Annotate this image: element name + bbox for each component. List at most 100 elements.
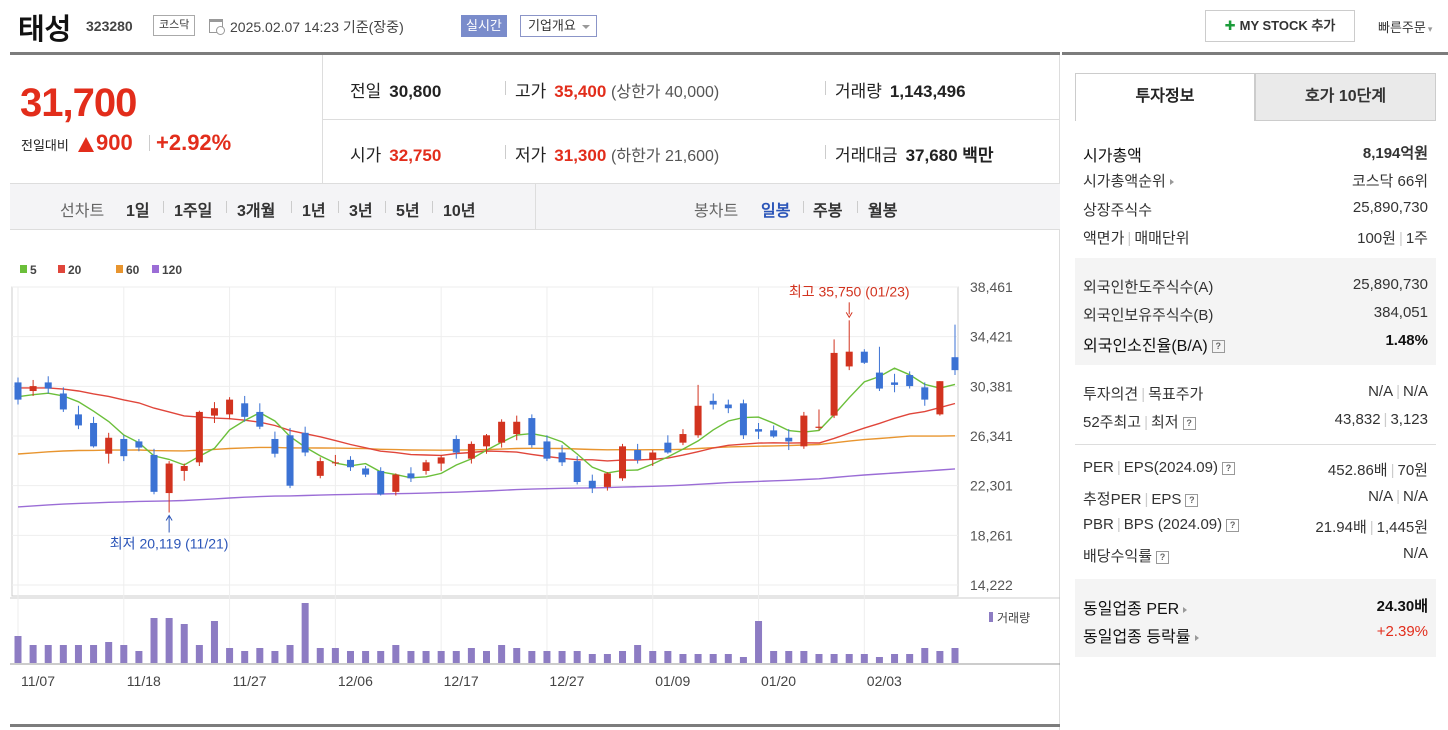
candle-body [241, 403, 249, 417]
divider [291, 201, 292, 213]
volume-bar [377, 651, 385, 663]
foreign-limit-label: 외국인한도주식수(A) [1083, 279, 1214, 296]
volume-bar [256, 648, 264, 663]
period-3m[interactable]: 3개월 [237, 203, 276, 220]
volume-bar [437, 651, 445, 663]
candle-weekly[interactable]: 주봉 [813, 203, 843, 220]
volume-label: 거래량 [835, 82, 882, 101]
volume-bar [921, 648, 929, 663]
industry-per-row: 동일업종 PER 24.30배 [1083, 592, 1428, 618]
candle-body [543, 441, 551, 459]
volume-bar [558, 651, 566, 663]
eper-labels: 추정PER | EPS? [1083, 488, 1199, 509]
eps-label: EPS(2024.09) [1123, 459, 1218, 476]
candle-body [301, 432, 309, 453]
candle-body [724, 404, 732, 409]
volume-bar [165, 618, 173, 663]
tab-invest-info[interactable]: 투자정보 [1075, 73, 1255, 121]
pbr-row: PBR | BPS (2024.09)? 21.94배 | 1,445원 [1083, 513, 1428, 539]
pbr-labels: PBR | BPS (2024.09)? [1083, 516, 1240, 533]
mystock-label: MY STOCK 추가 [1239, 18, 1336, 33]
low-annotation: 최저 20,119 (11/21) [110, 536, 229, 552]
candle-daily[interactable]: 일봉 [761, 203, 791, 220]
volume-value: 1,143,496 [889, 82, 966, 101]
candle-body [346, 459, 354, 468]
candle-body [210, 408, 218, 416]
candle-body [392, 474, 400, 492]
period-1y[interactable]: 1년 [302, 203, 326, 220]
help-icon[interactable]: ? [1226, 518, 1240, 532]
help-icon[interactable]: ? [1185, 493, 1199, 507]
divider [505, 81, 506, 95]
divider [338, 201, 339, 213]
cap-rank-link[interactable]: 시가총액순위 [1083, 170, 1174, 191]
x-tick-label: 12/27 [549, 673, 584, 689]
volume-bar [150, 618, 158, 663]
help-icon[interactable]: ? [1221, 461, 1235, 475]
volume-bar [664, 651, 672, 663]
realtime-button[interactable]: 실시간 [461, 15, 507, 37]
tab-orderbook[interactable]: 호가 10단계 [1255, 73, 1436, 121]
calendar-clock-icon [209, 19, 225, 35]
industry-per-value: 24.30배 [1376, 598, 1428, 615]
legend-label: 60 [126, 263, 140, 277]
volume-bar [362, 651, 370, 663]
candle-body [226, 399, 234, 415]
period-1w[interactable]: 1주일 [174, 203, 213, 220]
candle-body [44, 382, 52, 389]
eeps-label: EPS [1151, 491, 1182, 508]
unit-label: 매매단위 [1134, 230, 1190, 247]
divider [226, 201, 227, 213]
x-tick-label: 11/18 [127, 673, 161, 689]
candle-body [437, 457, 445, 464]
trade-value-amount: 37,680 [905, 146, 958, 165]
par-labels: 액면가 | 매매단위 [1083, 230, 1190, 247]
invest-info-panel: 투자정보 호가 10단계 시가총액 8,194억원 시가총액순위 코스닥 66위… [1062, 55, 1448, 730]
period-5y[interactable]: 5년 [396, 203, 420, 220]
industry-rate-link[interactable]: 동일업종 등락률 [1083, 623, 1199, 647]
help-icon[interactable]: ? [1182, 416, 1196, 430]
x-tick-label: 12/17 [444, 673, 479, 689]
y-tick-label: 18,261 [970, 527, 1013, 543]
high-annotation: 최고 35,750 (01/23) [789, 283, 910, 299]
corp-info-dropdown[interactable]: 기업개요 [520, 15, 597, 37]
candle-body [195, 411, 203, 463]
divider [385, 201, 386, 213]
y-tick-label: 30,381 [970, 378, 1013, 394]
arrow-right-icon [1169, 179, 1174, 186]
per-value: 452.86배 [1327, 462, 1388, 479]
period-3y[interactable]: 3년 [349, 203, 373, 220]
volume-bar [951, 648, 959, 663]
high52-value: 43,832 [1334, 411, 1381, 428]
period-10y[interactable]: 10년 [443, 203, 476, 220]
high-label: 고가 [515, 82, 547, 101]
industry-rate-label: 동일업종 등락률 [1083, 629, 1191, 646]
industry-per-link[interactable]: 동일업종 PER [1083, 595, 1188, 619]
par-row: 액면가 | 매매단위 100원 | 1주 [1083, 224, 1428, 250]
volume-bar [739, 657, 747, 663]
volume-bar [528, 651, 536, 663]
volume-bar [316, 648, 324, 663]
candle-body [452, 438, 460, 453]
add-mystock-button[interactable]: ✚ MY STOCK 추가 [1205, 10, 1355, 42]
candle-body [59, 393, 67, 410]
legend-swatch [116, 265, 123, 273]
candle-monthly[interactable]: 월봉 [868, 203, 898, 220]
cap-rank-value: 코스닥 66위 [1351, 173, 1428, 190]
volume-bar [195, 645, 203, 663]
candlestick-chart-svg: 38,461 34,421 30,381 26,341 22,301 18,261 14,2… [10, 263, 1060, 689]
quick-order-link[interactable]: 빠른주문 ▾ [1378, 17, 1432, 36]
help-icon[interactable]: ? [1211, 340, 1225, 354]
divider [149, 135, 150, 151]
candle-body [498, 421, 506, 443]
divider [323, 119, 1060, 120]
chart-period-bar: 선차트 1일 1주일 3개월 1년 3년 5년 10년 봉차트 일봉 주봉 월봉 [10, 184, 1060, 230]
legend-swatch [152, 265, 159, 273]
help-icon[interactable]: ? [1156, 550, 1170, 564]
industry-section [1075, 579, 1436, 657]
candle-body [14, 382, 22, 400]
candle-body [664, 442, 672, 453]
price-chart[interactable]: 38,461 34,421 30,381 26,341 22,301 18,261 14,2… [10, 231, 1060, 724]
period-1d[interactable]: 1일 [126, 203, 150, 220]
eper-label: 추정PER [1083, 491, 1142, 508]
